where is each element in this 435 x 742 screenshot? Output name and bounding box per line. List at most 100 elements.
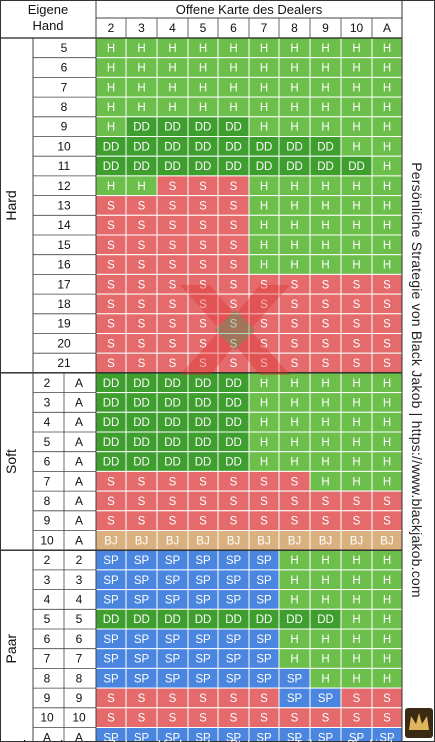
action-label: S	[138, 476, 146, 488]
hand-label-second: 4	[76, 592, 83, 606]
action-label: S	[169, 200, 177, 212]
action-label: S	[169, 713, 177, 725]
action-label: H	[260, 437, 268, 449]
action-label: S	[291, 358, 299, 370]
action-label: H	[383, 397, 391, 409]
action-label: SP	[379, 732, 395, 742]
action-label: DD	[133, 437, 150, 449]
hand-label-first: 5	[44, 435, 51, 449]
action-label: S	[230, 260, 238, 272]
action-label: S	[353, 693, 361, 705]
action-label: SP	[256, 673, 272, 685]
action-label: H	[383, 673, 391, 685]
action-label: H	[260, 43, 268, 55]
action-label: SP	[103, 673, 119, 685]
action-label: S	[138, 713, 146, 725]
action-label: S	[169, 279, 177, 291]
action-label: S	[230, 516, 238, 528]
hand-label: 8	[61, 100, 68, 114]
action-label: S	[230, 240, 238, 252]
action-label: S	[291, 713, 299, 725]
hand-label: 9	[61, 120, 68, 134]
action-label: H	[260, 181, 268, 193]
action-label: S	[138, 516, 146, 528]
action-label: DD	[195, 122, 212, 134]
action-label: DD	[195, 397, 212, 409]
hand-label-second: 9	[76, 691, 83, 705]
action-label: S	[230, 693, 238, 705]
action-label: H	[383, 220, 391, 232]
legend-text-h: Ziehen	[109, 740, 144, 742]
hand-label-first: 9	[44, 514, 51, 528]
action-label: DD	[195, 417, 212, 429]
action-label: DD	[225, 141, 242, 153]
action-label: H	[168, 82, 176, 94]
hand-label: 15	[57, 238, 71, 252]
action-label: H	[137, 63, 145, 75]
action-label: H	[137, 102, 145, 114]
hand-label-first: 10	[40, 533, 54, 547]
action-label: S	[138, 358, 146, 370]
action-label: S	[138, 299, 146, 311]
action-label: S	[107, 338, 115, 350]
action-label: H	[290, 220, 298, 232]
action-label: DD	[133, 397, 150, 409]
section-label-paar: Paar	[3, 634, 19, 664]
action-label: S	[291, 496, 299, 508]
action-label: H	[229, 43, 237, 55]
action-label: SP	[226, 673, 242, 685]
action-label: BJ	[288, 535, 301, 547]
action-label: S	[107, 319, 115, 331]
action-label: S	[169, 516, 177, 528]
action-label: H	[352, 555, 360, 567]
action-label: H	[290, 378, 298, 390]
action-label: SP	[165, 594, 181, 606]
action-label: H	[260, 378, 268, 390]
action-label: DD	[133, 417, 150, 429]
action-label: H	[290, 594, 298, 606]
action-label: DD	[164, 378, 181, 390]
action-label: S	[169, 358, 177, 370]
action-label: S	[107, 496, 115, 508]
action-label: DD	[103, 141, 120, 153]
action-label: S	[169, 338, 177, 350]
crown-shape	[409, 713, 429, 730]
action-label: DD	[103, 614, 120, 626]
dealer-card-8: 8	[291, 21, 298, 35]
action-label: SP	[226, 594, 242, 606]
action-label: H	[321, 43, 329, 55]
dealer-card-7: 7	[261, 21, 268, 35]
action-label: SP	[226, 654, 242, 666]
hand-label-first: 6	[44, 632, 51, 646]
hand-label-second: 2	[76, 553, 83, 567]
action-label: S	[199, 220, 207, 232]
action-label: H	[107, 122, 115, 134]
action-label: H	[168, 102, 176, 114]
action-label: SP	[134, 634, 150, 646]
action-label: S	[107, 516, 115, 528]
action-label: SP	[103, 575, 119, 587]
action-label: DD	[133, 457, 150, 469]
action-label: SP	[318, 732, 334, 742]
action-label: SP	[165, 654, 181, 666]
action-label: S	[199, 496, 207, 508]
action-label: S	[322, 319, 330, 331]
action-label: H	[321, 63, 329, 75]
action-label: H	[352, 673, 360, 685]
action-label: SP	[287, 693, 303, 705]
action-label: S	[107, 240, 115, 252]
action-label: H	[383, 122, 391, 134]
dealer-card-4: 4	[169, 21, 176, 35]
action-label: H	[352, 43, 360, 55]
hand-label-first: 5	[44, 612, 51, 626]
action-label: H	[383, 614, 391, 626]
action-label: H	[352, 63, 360, 75]
action-label: H	[260, 102, 268, 114]
action-label: H	[383, 437, 391, 449]
action-label: H	[290, 102, 298, 114]
action-label: S	[353, 516, 361, 528]
legend-text-dd: Verdoppeln	[158, 740, 216, 742]
action-label: S	[138, 693, 146, 705]
hand-label-first: 3	[44, 395, 51, 409]
hand-label: 7	[61, 80, 68, 94]
